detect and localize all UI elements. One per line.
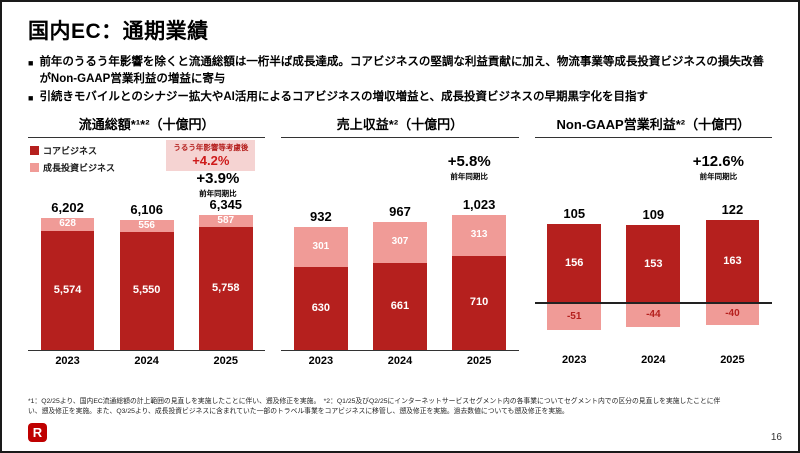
x-axis-label: 2025 xyxy=(720,353,745,366)
core-bar-segment: 5,550 xyxy=(119,231,174,350)
growth-bar-segment: -51 xyxy=(547,303,602,330)
core-bar-segment: 153 xyxy=(626,224,681,304)
x-axis-label: 2023 xyxy=(308,354,334,367)
bullet-marker-icon: ■ xyxy=(28,58,34,68)
rakuten-logo: R xyxy=(28,423,47,442)
x-axis-label: 2024 xyxy=(134,354,159,367)
revenue-bar-plot: 932 301 630 967 307 661 1,023 313 710 xyxy=(281,196,519,350)
bar-group-2023: 932 301 630 xyxy=(281,198,360,350)
total-value-label: 6,202 xyxy=(51,199,84,215)
charts-row: 流通総額*¹*²（十億円） コアビジネス 成長投資ビジネス うるう年影響等考慮後… xyxy=(28,114,772,367)
x-axis-label: 2023 xyxy=(55,354,80,367)
x-axis-label: 2025 xyxy=(213,354,239,367)
total-value-label: 1,023 xyxy=(462,196,496,212)
badge-value: +4.2% xyxy=(192,152,230,168)
total-value-label: 6,106 xyxy=(130,201,163,217)
growth-bar-segment: 587 xyxy=(198,214,253,227)
bar-group-2023: 105 -51 156 xyxy=(535,198,614,350)
legend-item-core: コアビジネス xyxy=(30,144,115,157)
bar-group-2025: 6,345 587 5,758 xyxy=(186,196,265,350)
chart-title-nongaap: Non-GAAP営業利益*²（十億円） xyxy=(534,114,772,138)
bullet-item: ■ 引続きモバイルとのシナジー拡大やAI活用によるコアビジネスの増収増益と、成長… xyxy=(28,89,772,107)
chart-annotations-revenue: +5.8% 前年同期比 xyxy=(281,138,518,198)
footnote-text: *1：Q2/25より、国内EC流通総額の計上範囲の見直しを実施したことに伴い、遡… xyxy=(28,397,721,416)
total-value-label: 122 xyxy=(721,201,744,217)
gmv-bar-plot: 6,202 628 5,574 6,106 556 5,550 6,345 587 5,758 xyxy=(28,196,265,350)
total-value-label: 109 xyxy=(642,206,665,222)
chart-annotations-nongaap: +12.6% 前年同期比 xyxy=(535,138,772,198)
yoy-growth-nongaap: +12.6% 前年同期比 xyxy=(693,153,744,182)
chart-title-revenue: 売上収益*²（十億円） xyxy=(281,114,519,138)
bar-group-2023: 6,202 628 5,574 xyxy=(28,198,107,350)
chart-annotations-gmv: コアビジネス 成長投資ビジネス うるう年影響等考慮後 +4.2% +3.9% 前… xyxy=(28,138,265,198)
bullet-list: ■ 前年のうるう年影響を除くと流通総額は一桁半ば成長達成。コアビジネスの堅調な利… xyxy=(28,54,772,107)
growth-bar-segment: 307 xyxy=(373,221,427,263)
core-color-swatch xyxy=(30,145,39,155)
gmv-x-axis: 2023 2024 2025 xyxy=(28,349,266,367)
core-bar-segment: 661 xyxy=(373,262,427,350)
yoy-caption: 前年同期比 xyxy=(199,188,237,198)
total-value-label: 6,345 xyxy=(209,196,243,212)
core-bar-segment: 156 xyxy=(547,223,602,304)
growth-color-swatch xyxy=(30,162,39,172)
x-axis-label: 2023 xyxy=(561,353,587,366)
nongaap-bar-plot: 105 -51 156 109 -44 153 122 -40 163 xyxy=(534,198,772,350)
growth-bar-segment: 628 xyxy=(40,217,95,231)
core-bar-segment: 5,758 xyxy=(198,226,253,350)
bar-group-2025: 1,023 313 710 xyxy=(440,196,519,350)
bullet-text: 前年のうるう年影響を除くと流通総額は一桁半ば成長達成。コアビジネスの堅調な利益貢… xyxy=(39,56,764,86)
core-bar-segment: 163 xyxy=(705,219,760,304)
yoy-growth-gmv: +3.9% 前年同期比 xyxy=(196,170,239,199)
bar-group-2024: 6,106 556 5,550 xyxy=(107,198,186,350)
yoy-growth-revenue: +5.8% 前年同期比 xyxy=(448,153,491,182)
chart-panel-gmv: 流通総額*¹*²（十億円） コアビジネス 成長投資ビジネス うるう年影響等考慮後… xyxy=(28,114,266,367)
page-number: 16 xyxy=(770,432,782,443)
core-bar-segment: 630 xyxy=(293,266,348,350)
chart-panel-nongaap: Non-GAAP営業利益*²（十億円） +12.6% 前年同期比 105 -51 1… xyxy=(534,114,772,367)
yoy-percent: +5.8% xyxy=(447,152,491,170)
bullet-text: 引続きモバイルとのシナジー拡大やAI活用によるコアビジネスの増収増益と、成長投資… xyxy=(39,90,649,103)
growth-bar-segment: -44 xyxy=(626,303,681,327)
growth-bar-segment: 556 xyxy=(119,219,174,232)
legend-label-growth: 成長投資ビジネス xyxy=(43,162,116,173)
zero-axis-line xyxy=(534,302,772,304)
chart-panel-revenue: 売上収益*²（十億円） +5.8% 前年同期比 932 301 630 967 307 6… xyxy=(281,114,519,367)
bar-group-2024: 109 -44 153 xyxy=(614,198,693,350)
chart-title-gmv: 流通総額*¹*²（十億円） xyxy=(28,114,266,138)
total-value-label: 105 xyxy=(563,205,586,221)
yoy-caption: 前年同期比 xyxy=(699,171,738,181)
core-bar-segment: 5,574 xyxy=(40,230,95,350)
legend-item-growth: 成長投資ビジネス xyxy=(30,161,115,174)
legend: コアビジネス 成長投資ビジネス xyxy=(30,144,115,178)
growth-bar-segment: 301 xyxy=(293,226,348,267)
nongaap-x-axis: 2023 2024 2025 xyxy=(535,350,772,366)
x-axis-label: 2025 xyxy=(466,354,492,367)
bar-group-2025: 122 -40 163 xyxy=(693,198,772,350)
leap-year-adjusted-badge: うるう年影響等考慮後 +4.2% xyxy=(166,139,256,171)
total-value-label: 967 xyxy=(389,203,411,219)
yoy-percent: +3.9% xyxy=(196,169,240,187)
bar-group-2024: 967 307 661 xyxy=(360,198,439,350)
yoy-percent: +12.6% xyxy=(692,152,744,170)
yoy-caption: 前年同期比 xyxy=(450,171,488,181)
bullet-marker-icon: ■ xyxy=(28,92,34,103)
x-axis-label: 2024 xyxy=(387,354,413,367)
revenue-x-axis: 2023 2024 2025 xyxy=(281,349,519,367)
total-value-label: 932 xyxy=(310,208,332,224)
badge-caption: うるう年影響等考慮後 xyxy=(173,142,249,152)
x-axis-label: 2024 xyxy=(641,353,666,366)
growth-bar-segment: -40 xyxy=(705,303,760,325)
bullet-item: ■ 前年のうるう年影響を除くと流通総額は一桁半ば成長達成。コアビジネスの堅調な利… xyxy=(28,54,772,89)
legend-label-core: コアビジネス xyxy=(43,145,98,156)
page-title: 国内EC：通期業績 xyxy=(28,20,209,43)
growth-bar-segment: 313 xyxy=(452,214,506,256)
core-bar-segment: 710 xyxy=(452,255,506,350)
